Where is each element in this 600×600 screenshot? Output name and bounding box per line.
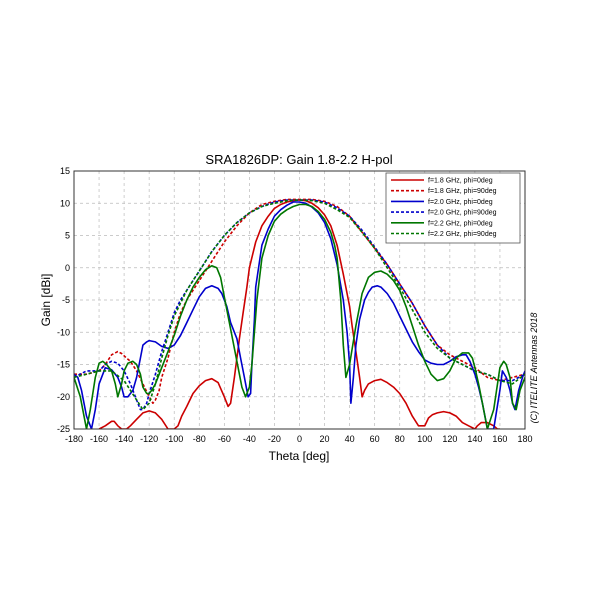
x-tick-label: 60 bbox=[370, 434, 380, 444]
x-tick-label: 160 bbox=[492, 434, 507, 444]
x-tick-label: -60 bbox=[218, 434, 231, 444]
y-tick-label: -10 bbox=[57, 327, 70, 337]
y-tick-label: 15 bbox=[60, 166, 70, 176]
plot-frame bbox=[73, 170, 526, 430]
x-tick-label: -80 bbox=[193, 434, 206, 444]
chart-title: SRA1826DP: Gain 1.8-2.2 H-pol bbox=[205, 152, 392, 167]
x-tick-label: -40 bbox=[243, 434, 256, 444]
x-tick-label: 100 bbox=[417, 434, 432, 444]
series-line-3 bbox=[74, 201, 525, 429]
legend-entry-6: f=2.2 GHz, phi=90deg bbox=[428, 231, 497, 238]
x-axis-label: Theta [deg] bbox=[269, 449, 330, 463]
legend: f=1.8 GHz, phi=0deg f=1.8 GHz, phi=90deg f… bbox=[385, 172, 521, 244]
x-tick-label: 20 bbox=[320, 434, 330, 444]
y-tick-label: -15 bbox=[57, 360, 70, 370]
series-line-2 bbox=[74, 198, 525, 405]
x-tick-label: -180 bbox=[65, 434, 83, 444]
legend-entry-2: f=1.8 GHz, phi=90deg bbox=[428, 188, 497, 195]
legend-entry-3: f=2.0 GHz, phi=0deg bbox=[428, 199, 493, 206]
series-line-6 bbox=[74, 199, 525, 411]
y-axis-label: Gain [dBi] bbox=[39, 274, 53, 327]
x-tick-labels: -180 -160 -140 -120 -100 -80 -60 -40 -20 0 20 40 60 8… bbox=[65, 434, 533, 444]
y-tick-labels: -25 -20 -15 -10 -5 0 5 10 15 bbox=[57, 166, 70, 434]
legend-entry-1: f=1.8 GHz, phi=0deg bbox=[428, 178, 493, 185]
x-tick-label: -120 bbox=[140, 434, 158, 444]
copyright-credit: (C) ITELITE Antennas 2018 bbox=[529, 313, 539, 424]
y-tick-label: 0 bbox=[65, 263, 70, 273]
legend-box bbox=[385, 172, 521, 244]
x-tick-label: -160 bbox=[90, 434, 108, 444]
x-tick-label: 120 bbox=[442, 434, 457, 444]
x-tick-label: -100 bbox=[165, 434, 183, 444]
legend-entry-5: f=2.2 GHz, phi=0deg bbox=[428, 220, 493, 227]
y-tick-label: -5 bbox=[62, 295, 70, 305]
x-tick-label: 140 bbox=[467, 434, 482, 444]
x-tick-label: 40 bbox=[345, 434, 355, 444]
legend-entry-4: f=2.0 GHz, phi=90deg bbox=[428, 210, 497, 217]
y-tick-label: -25 bbox=[57, 424, 70, 434]
x-tick-label: 80 bbox=[395, 434, 405, 444]
series-line-5 bbox=[74, 203, 525, 429]
y-tick-label: 10 bbox=[60, 198, 70, 208]
y-tick-label: 5 bbox=[65, 231, 70, 241]
series-lines bbox=[74, 198, 525, 429]
y-tick-label: -20 bbox=[57, 392, 70, 402]
x-tick-label: -140 bbox=[115, 434, 133, 444]
x-tick-label: 0 bbox=[297, 434, 302, 444]
x-tick-label: -20 bbox=[268, 434, 281, 444]
x-tick-label: 180 bbox=[517, 434, 532, 444]
